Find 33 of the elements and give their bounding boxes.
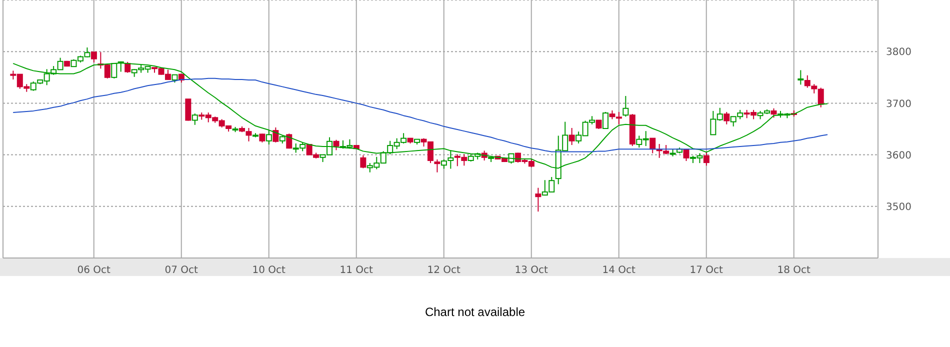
- candlestick: [272, 126, 279, 143]
- candlestick: [434, 158, 440, 173]
- x-tick-label: 06 Oct: [77, 265, 111, 276]
- candlestick: [535, 187, 542, 212]
- x-tick-label: 13 Oct: [514, 265, 548, 276]
- x-tick-label: 17 Oct: [690, 265, 724, 276]
- candlestick: [192, 113, 198, 126]
- x-tick-label: 10 Oct: [252, 265, 286, 276]
- candlestick: [650, 138, 656, 154]
- x-tick-label: 07 Oct: [164, 265, 198, 276]
- y-tick-label: 3800: [886, 47, 912, 58]
- x-tick-label: 12 Oct: [427, 265, 461, 276]
- candlestick: [286, 133, 292, 150]
- x-tick-label: 14 Oct: [602, 265, 636, 276]
- candlestick: [602, 111, 608, 129]
- candlestick: [333, 139, 340, 151]
- candlestick: [703, 152, 710, 166]
- y-tick-label: 3600: [886, 150, 912, 162]
- candlestick: [360, 154, 366, 169]
- candlestick: [770, 108, 777, 118]
- candlestick: [798, 70, 804, 86]
- candlestick: [185, 98, 192, 122]
- candlestick: [724, 111, 730, 125]
- candlestick: [683, 149, 690, 162]
- candlestick: [568, 127, 575, 146]
- y-tick-label: 3500: [886, 202, 912, 213]
- y-tick-label: 3700: [886, 98, 912, 110]
- candlestick: [622, 95, 629, 118]
- candlestick: [90, 51, 97, 63]
- x-tick-label: 18 Oct: [777, 265, 811, 276]
- candlestick: [266, 130, 272, 145]
- x-tick-label: 11 Oct: [340, 265, 374, 276]
- text: Chart not available: [424, 305, 526, 319]
